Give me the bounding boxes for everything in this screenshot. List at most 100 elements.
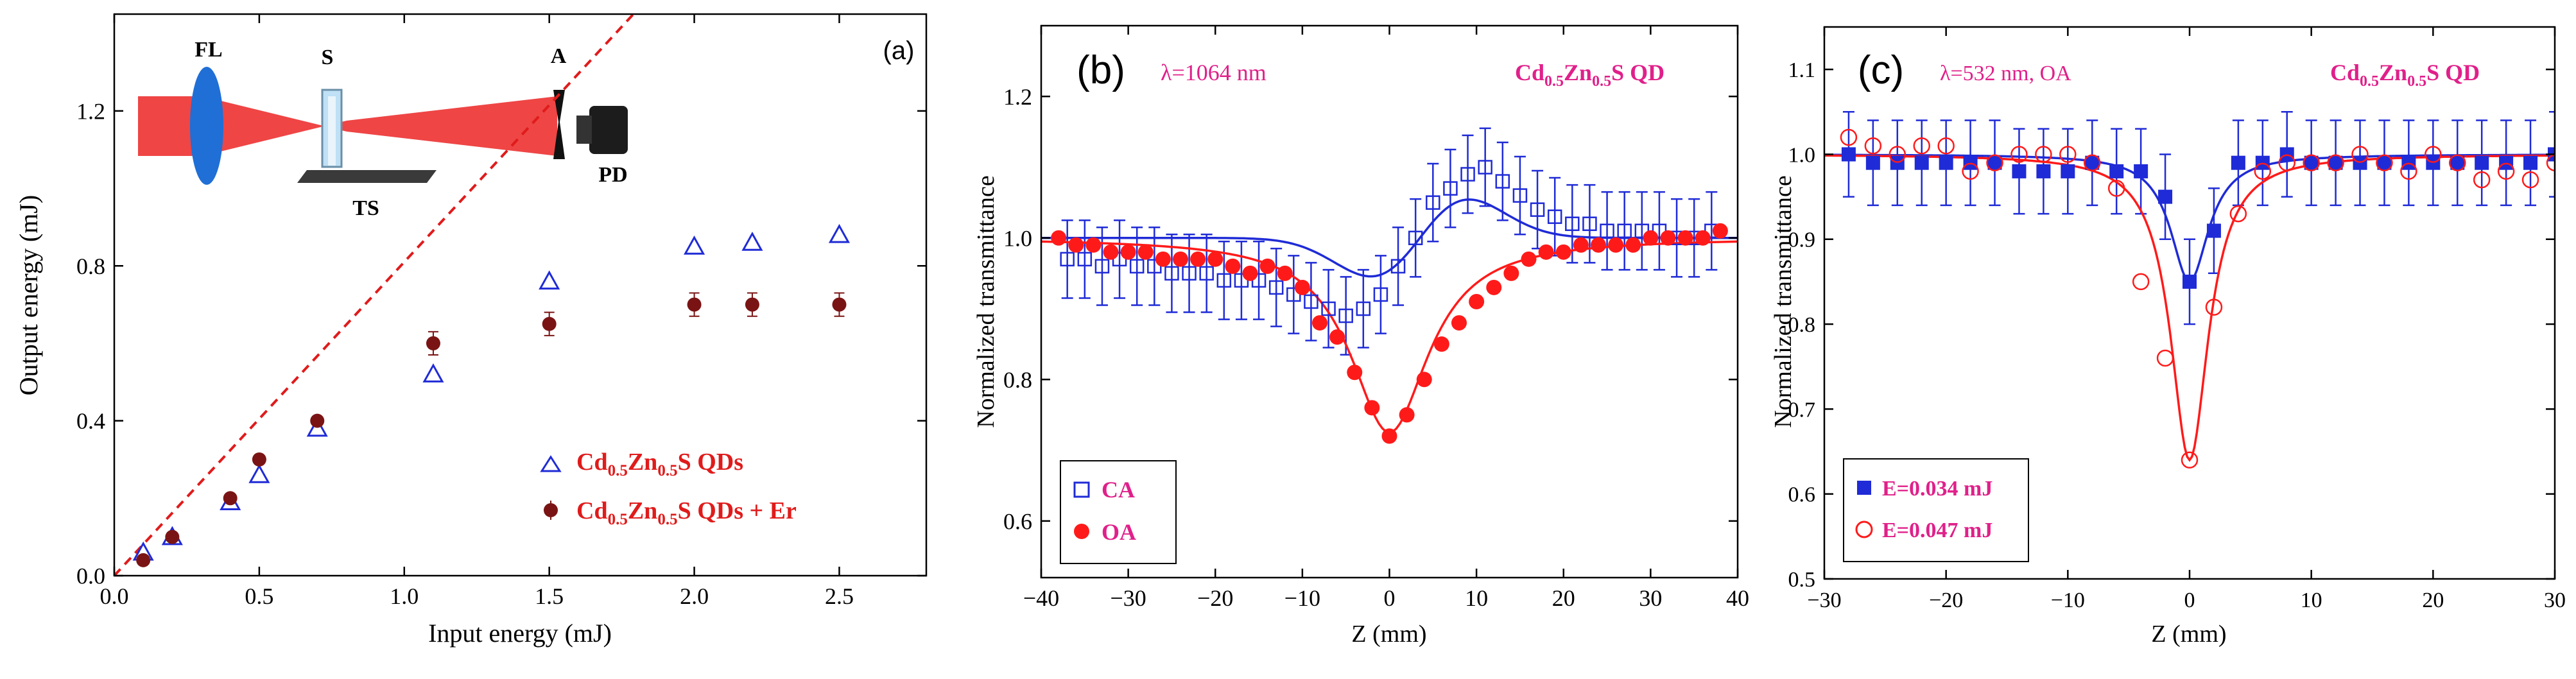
data-point-filled-square (1914, 155, 1929, 170)
data-point-filled-square (1841, 147, 1856, 162)
data-point-open-square (1600, 223, 1614, 238)
data-point-open-square (1077, 252, 1093, 267)
data-point-filled-circle (1155, 251, 1171, 267)
y-tick-label: 1.2 (76, 98, 105, 124)
data-point-filled-circle (1591, 237, 1606, 253)
legend-marker-open-square (1073, 481, 1090, 498)
panel-b-label: (b) (1076, 48, 1125, 92)
data-point-filled-circle (1695, 230, 1711, 246)
data-point-filled-square (2109, 164, 2124, 178)
data-point-circle (252, 452, 266, 467)
panel-c-sample-tail: S QD (2426, 60, 2480, 85)
y-tick-label: 0.9 (1788, 228, 1816, 252)
data-point-filled-circle (1068, 237, 1084, 253)
panel-b-plot (1041, 127, 1738, 444)
data-point-circle (223, 491, 238, 506)
data-point-open-square (1199, 266, 1214, 281)
data-point-open-square (1060, 252, 1075, 267)
inset-label-a: A (551, 44, 567, 68)
data-point-triangle (306, 417, 328, 437)
data-point-filled-square (2231, 155, 2245, 170)
x-tick-label: 0 (2184, 589, 2195, 612)
panel-b-sample-tail: S QD (1611, 60, 1664, 85)
panel-c-sample-sub1: 0.5 (2360, 73, 2379, 90)
data-point-triangle (684, 235, 705, 255)
panel-a-x-axis-title: Input energy (mJ) (428, 619, 612, 648)
panel-c-sample-zn: Zn (2379, 60, 2407, 85)
data-point-filled-circle (1381, 428, 1397, 444)
data-point-filled-circle (1608, 237, 1624, 253)
data-point-open-circle (2132, 273, 2150, 291)
panel-b-data-area (1041, 127, 1738, 444)
data-point-open-circle (2521, 171, 2539, 189)
data-point-filled-square (2183, 274, 2197, 289)
data-point-filled-square (2475, 155, 2489, 170)
panel-c: (c) λ=532 nm, OA Cd0.5Zn0.5S QD −30 −20 −1… (1770, 26, 2566, 648)
data-point-filled-circle (1347, 365, 1363, 381)
legend-marker-open-circle (1855, 520, 1873, 538)
data-point-open-circle (2473, 171, 2491, 189)
data-point-filled-circle (1085, 237, 1102, 253)
data-point-filled-circle (1120, 244, 1136, 260)
panel-a-x-ticks: 0.0 0.5 1.0 1.5 2.0 2.5 (100, 14, 854, 609)
data-point-circle (832, 297, 847, 312)
panel-a-label: (a) (883, 37, 915, 65)
data-point-filled-circle (1137, 244, 1154, 260)
legend-er-tail: S QDs + Er (678, 497, 797, 524)
panel-b-sample-zn: Zn (1564, 60, 1592, 85)
data-point-open-circle (2425, 146, 2442, 163)
inset-label-ts: TS (352, 196, 379, 220)
y-tick-label: 0.8 (1003, 367, 1032, 393)
panel-b-legend: CA OA (1060, 460, 1177, 564)
data-point-triangle (248, 464, 270, 483)
data-point-filled-square (2061, 164, 2075, 178)
input-laser-beam (138, 96, 202, 156)
data-point-filled-circle (1103, 244, 1119, 260)
x-tick-label: 1.5 (535, 583, 564, 609)
panel-b-sample-sub1: 0.5 (1544, 73, 1564, 90)
panel-b-y-axis-title: Normalized transmittance (972, 175, 999, 428)
data-point-open-square (1443, 181, 1458, 196)
data-point-open-square (1460, 167, 1475, 182)
data-point-filled-circle (1399, 407, 1415, 423)
x-tick-label: 2.5 (825, 583, 854, 609)
data-point-triangle (422, 363, 444, 382)
panel-a-y-ticks: 0.0 0.4 0.8 1.2 (76, 98, 926, 589)
data-point-filled-square (2158, 189, 2173, 204)
legend-er-cd: Cd (576, 497, 608, 524)
setup-inset-diagram: FL S A TS PD (138, 38, 628, 220)
panel-c-label: (c) (1858, 48, 1904, 92)
panel-c-sample-sub2: 0.5 (2407, 73, 2426, 90)
data-point-open-circle (2205, 298, 2223, 316)
data-point-filled-circle (1486, 279, 1502, 295)
data-point-filled-circle (1173, 251, 1188, 267)
data-point-open-circle (1840, 128, 1858, 146)
panel-b-sample-sub2: 0.5 (1592, 73, 1611, 90)
x-tick-label: −20 (1929, 589, 1963, 612)
panel-b-y-ticks: 0.6 0.8 1.0 1.2 (1003, 84, 1738, 534)
y-tick-label: 1.1 (1788, 58, 1816, 82)
legend-marker-open-triangle (540, 455, 562, 472)
x-tick-label: 20 (2422, 589, 2444, 612)
inset-label-s: S (322, 46, 334, 69)
x-tick-label: 30 (2544, 589, 2566, 612)
panel-b-legend-box (1060, 460, 1177, 564)
y-tick-label: 0.0 (76, 563, 105, 589)
data-point-open-circle (1864, 137, 1882, 155)
data-point-filled-circle (1451, 315, 1467, 331)
y-tick-label: 0.8 (1788, 313, 1816, 337)
y-tick-label: 1.0 (1788, 143, 1816, 167)
data-point-filled-circle (1469, 294, 1485, 309)
data-point-filled-square (2328, 155, 2343, 170)
data-point-open-square (1495, 174, 1510, 189)
data-point-filled-circle (1503, 265, 1519, 281)
legend-er-zn: Zn (628, 497, 657, 524)
panel-b-x-axis-title: Z (mm) (1351, 621, 1426, 648)
x-tick-label: −10 (2051, 589, 2085, 612)
data-point-filled-circle (1660, 230, 1676, 246)
y-tick-label: 0.8 (76, 254, 105, 279)
cuvette-highlight (328, 96, 336, 166)
data-point-filled-circle (1294, 279, 1310, 295)
x-tick-label: 10 (2301, 589, 2322, 612)
